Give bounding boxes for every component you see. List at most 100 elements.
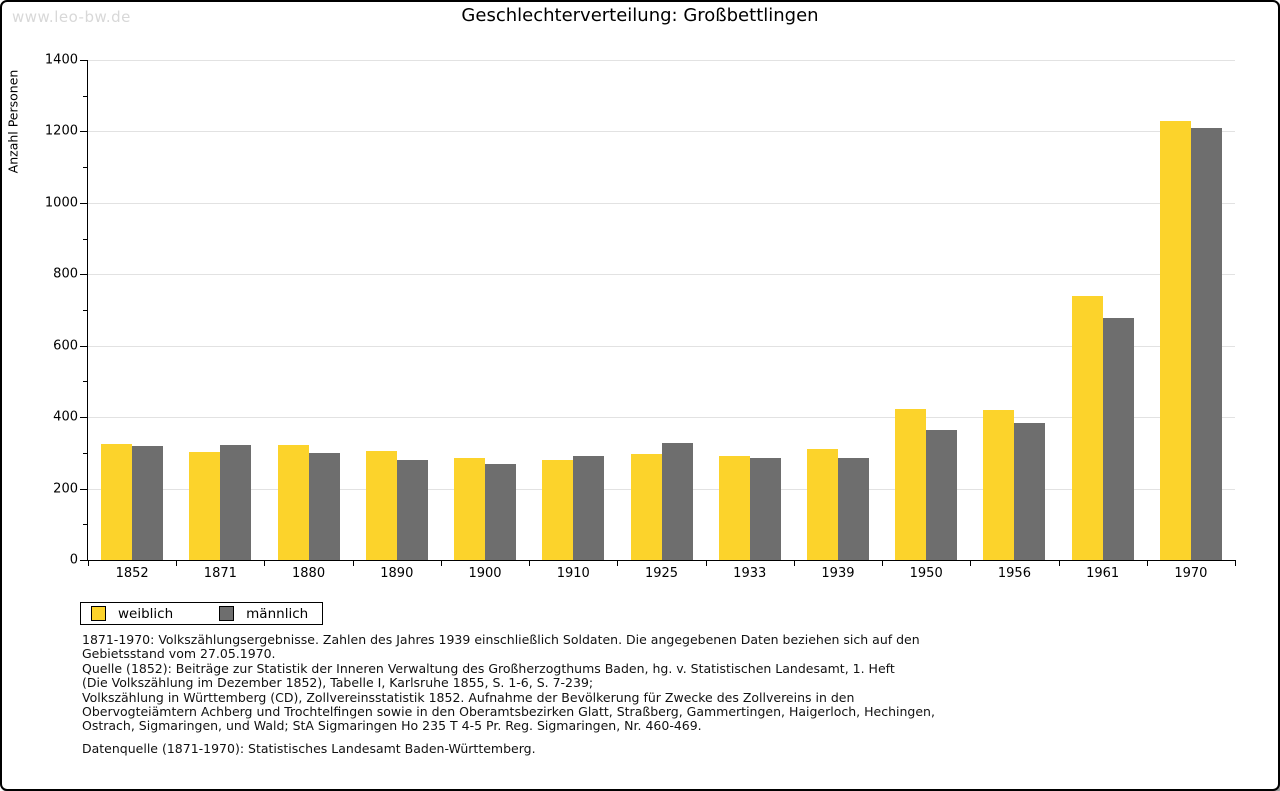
x-tick xyxy=(705,560,707,566)
footnote-line: Gebietsstand vom 27.05.1970. xyxy=(82,646,276,662)
x-tick-label-1970: 1970 xyxy=(1174,566,1208,581)
legend-label-weiblich: weiblich xyxy=(118,605,174,622)
x-tick xyxy=(440,560,442,566)
footnote-line: Ostrach, Sigmaringen, und Wald; StA Sigm… xyxy=(82,718,702,734)
plot-area: 0 200 400 600 800 1000 1200 1400 1852 1871 1880 18… xyxy=(45,53,1236,581)
bar-männlich-1950 xyxy=(926,430,958,560)
bar-männlich-1871 xyxy=(220,445,252,560)
bar-männlich-1970 xyxy=(1190,128,1222,560)
y-major-tick xyxy=(80,417,87,419)
bar-weiblich-1956 xyxy=(983,410,1015,560)
bar-weiblich-1871 xyxy=(189,451,221,560)
chart-title: Geschlechterverteilung: Großbettlingen xyxy=(461,5,819,26)
y-tick-label: 1000 xyxy=(44,195,78,211)
legend-swatch-weiblich xyxy=(91,606,106,621)
bar-weiblich-1880 xyxy=(277,445,309,560)
x-tick xyxy=(882,560,884,566)
x-tick-label-1852: 1852 xyxy=(115,566,149,581)
bar-weiblich-1950 xyxy=(895,409,927,560)
y-axis-title: Anzahl Personen xyxy=(5,69,21,174)
x-tick-label-1900: 1900 xyxy=(468,566,502,581)
gridline xyxy=(88,60,1235,61)
y-tick-label: 0 xyxy=(69,552,78,568)
legend-swatch-maennlich xyxy=(219,606,235,621)
legend-item-maennlich: männlich xyxy=(219,606,308,622)
bar-männlich-1890 xyxy=(396,460,428,560)
x-tick xyxy=(176,560,178,566)
y-minor-tick xyxy=(83,381,87,383)
gridline xyxy=(88,274,1235,276)
x-tick-label-1933: 1933 xyxy=(733,566,767,581)
gridline xyxy=(88,345,1235,347)
y-major-tick xyxy=(80,274,87,276)
y-major-tick xyxy=(80,560,87,561)
x-tick xyxy=(264,560,266,566)
x-tick-label-1950: 1950 xyxy=(909,566,943,581)
y-minor-tick xyxy=(83,95,87,97)
bar-männlich-1933 xyxy=(749,457,781,560)
bar-weiblich-1933 xyxy=(718,455,750,560)
x-tick xyxy=(352,560,354,566)
legend-label-maennlich: männlich xyxy=(246,605,309,622)
bar-weiblich-1890 xyxy=(365,451,397,560)
y-tick-label: 600 xyxy=(53,338,78,354)
footnote-line: 1871-1970: Volkszählungsergebnisse. Zahl… xyxy=(82,632,920,647)
bar-männlich-1925 xyxy=(661,442,693,560)
footnote-line: Quelle (1852): Beiträge zur Statistik de… xyxy=(82,660,895,676)
y-tick-label: 200 xyxy=(53,481,78,497)
legend-item-weiblich: weiblich xyxy=(91,606,173,622)
y-major-tick xyxy=(80,131,87,133)
bar-weiblich-1900 xyxy=(454,457,486,560)
y-major-tick xyxy=(80,345,87,347)
x-tick xyxy=(1146,560,1148,566)
bar-männlich-1961 xyxy=(1102,317,1134,560)
x-tick-label-1961: 1961 xyxy=(1086,566,1120,581)
y-major-tick xyxy=(80,488,87,490)
x-tick-label-1890: 1890 xyxy=(380,566,414,581)
bar-männlich-1910 xyxy=(573,455,605,560)
y-minor-tick xyxy=(83,452,87,454)
bar-weiblich-1925 xyxy=(630,453,662,560)
datasource-line: Datenquelle (1871-1970): Statistisches L… xyxy=(82,741,536,756)
bar-weiblich-1939 xyxy=(806,448,838,560)
legend: weiblich männlich xyxy=(80,602,324,625)
x-tick-label-1910: 1910 xyxy=(556,566,590,581)
y-major-tick xyxy=(80,202,87,204)
bar-weiblich-1910 xyxy=(542,460,574,560)
x-tick-label-1880: 1880 xyxy=(292,566,326,581)
x-tick xyxy=(88,560,89,566)
y-major-tick xyxy=(80,60,87,61)
x-tick-label-1925: 1925 xyxy=(644,566,679,581)
site-watermark: www.leo-bw.de xyxy=(12,8,131,26)
y-minor-tick xyxy=(83,167,87,169)
y-tick-label: 1200 xyxy=(44,123,78,139)
footnotes: 1871-1970: Volkszählungsergebnisse. Zahl… xyxy=(82,632,1202,734)
footnote-line: Volkszählung in Württemberg (CD), Zollve… xyxy=(82,689,855,705)
x-tick-label-1939: 1939 xyxy=(821,566,855,581)
y-tick-label: 1400 xyxy=(44,52,78,68)
bar-männlich-1880 xyxy=(308,452,340,560)
x-tick-label-1956: 1956 xyxy=(997,566,1031,581)
y-minor-tick xyxy=(83,310,87,311)
x-tick xyxy=(793,560,795,566)
bar-männlich-1852 xyxy=(132,446,164,560)
bar-weiblich-1961 xyxy=(1071,295,1103,560)
bar-männlich-1956 xyxy=(1014,423,1046,560)
x-tick xyxy=(1235,560,1236,566)
bar-männlich-1939 xyxy=(837,457,869,560)
x-tick xyxy=(529,560,531,566)
footnote-line: Obervogteiämtern Achberg und Trochtelfin… xyxy=(82,704,935,720)
x-tick xyxy=(617,560,619,566)
y-tick-label: 800 xyxy=(53,266,78,282)
bar-männlich-1900 xyxy=(485,463,517,560)
y-minor-tick xyxy=(83,524,87,526)
bar-weiblich-1852 xyxy=(101,443,133,560)
y-minor-tick xyxy=(83,238,87,240)
y-tick-label: 400 xyxy=(53,409,78,425)
footnote-line: (Die Volkszählung im Dezember 1852), Tab… xyxy=(82,675,594,691)
gridline xyxy=(88,202,1235,204)
gridline xyxy=(88,417,1235,419)
x-tick-label-1871: 1871 xyxy=(203,566,237,581)
bar-weiblich-1970 xyxy=(1159,121,1191,560)
